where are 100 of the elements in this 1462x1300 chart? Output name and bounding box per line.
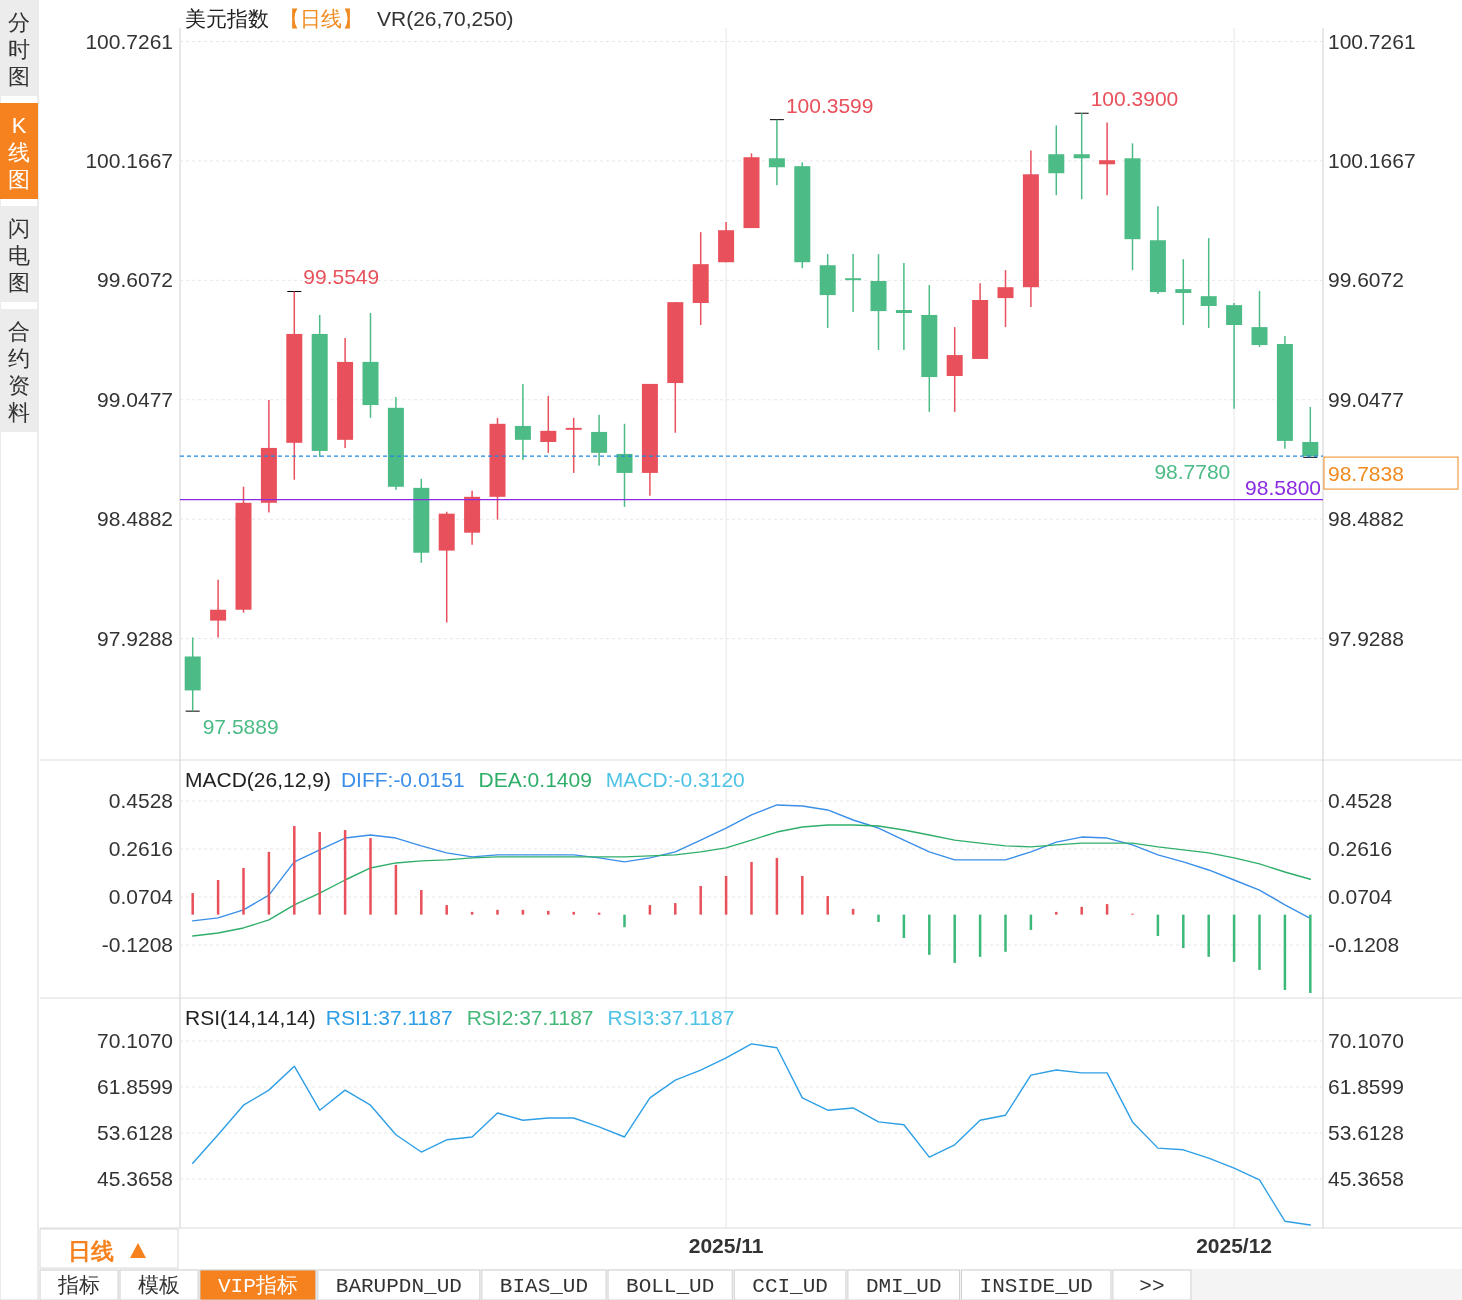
bar — [420, 890, 423, 915]
text: BIAS_UD — [499, 1275, 589, 1298]
bar — [293, 826, 296, 915]
x-tick-label: 2025/11 — [688, 1234, 764, 1257]
y-tick-label: 98.4882 — [97, 507, 173, 531]
line-series — [192, 1043, 1311, 1226]
line-series — [192, 804, 1311, 922]
candlestick — [591, 414, 608, 467]
candlestick — [1073, 112, 1090, 201]
annotation: RSI3:37.1187 — [607, 1006, 735, 1029]
chart-title: RSI(14,14,14) — [185, 1006, 316, 1029]
y2-tick-label: 100.7261 — [1328, 29, 1416, 53]
bar — [750, 861, 753, 915]
bar — [1258, 914, 1261, 970]
y2-tick-label: 45.3658 — [1328, 1167, 1404, 1190]
candlestick — [1048, 124, 1065, 196]
bar — [445, 905, 448, 915]
bar — [877, 914, 880, 922]
text: RSI1:37.1187 — [325, 1006, 453, 1029]
chart-title: 美元指数 — [185, 7, 269, 30]
chart-title: MACD(26,12,9) — [185, 768, 331, 791]
candlestick — [895, 262, 912, 351]
y2-tick-label: 100.1667 — [1328, 148, 1416, 172]
bar — [1004, 914, 1007, 952]
bar — [572, 911, 575, 915]
text: BARUPDN_UD — [335, 1275, 462, 1298]
annotation: 98.7780 — [1154, 460, 1231, 484]
text: >> — [1139, 1275, 1165, 1298]
y-tick-label: 61.8599 — [97, 1075, 173, 1099]
y2-tick-label: 97.9288 — [1328, 626, 1404, 650]
candlestick — [1175, 258, 1192, 326]
y2-tick-label: -0.1208 — [1328, 932, 1400, 956]
candlestick — [768, 118, 785, 186]
bar — [547, 910, 550, 915]
bar — [928, 914, 931, 955]
y-tick-label: 0.0704 — [108, 884, 174, 908]
y2-tick-label: 61.8599 — [1328, 1075, 1404, 1099]
y2-tick-label: 0.2616 — [1328, 836, 1393, 860]
y-tick-label: -0.1208 — [101, 932, 173, 956]
bar — [242, 867, 245, 915]
annotation: MACD:-0.3120 — [605, 768, 745, 791]
candlestick — [1200, 237, 1217, 329]
y-tick-label: 45.3658 — [97, 1167, 173, 1190]
y-tick-label: 99.0477 — [97, 387, 173, 411]
text: CCI_UD — [752, 1275, 828, 1298]
bar — [496, 909, 499, 915]
bar — [623, 914, 626, 928]
text: BOLL_UD — [626, 1275, 715, 1298]
candlestick — [1302, 406, 1319, 459]
candlestick — [997, 269, 1014, 328]
bar — [826, 896, 829, 915]
y2-tick-label: 0.4528 — [1328, 788, 1393, 812]
text: K线图 — [8, 113, 30, 192]
candlestick — [565, 417, 582, 474]
y-tick-label: 0.2616 — [108, 836, 173, 860]
candlestick — [514, 383, 531, 461]
y2-tick-label: 99.6072 — [1328, 268, 1404, 292]
ref-line-label: 98.7838 — [1328, 462, 1404, 486]
bar — [801, 875, 804, 915]
candlestick — [1226, 302, 1243, 410]
candlestick — [946, 326, 963, 413]
y-tick-label: 97.9288 — [97, 626, 173, 650]
candlestick — [1099, 121, 1116, 196]
bar — [1055, 911, 1058, 915]
candlestick — [1251, 290, 1268, 348]
annotation: 【日线】 — [279, 7, 363, 30]
x-tick-label: 2025/12 — [1196, 1234, 1273, 1257]
y2-tick-label: 53.6128 — [1328, 1121, 1404, 1144]
text: DMI_UD — [865, 1275, 942, 1298]
y2-tick-label: 0.0704 — [1328, 884, 1393, 908]
y-tick-label: 0.4528 — [108, 788, 173, 812]
y-tick-label: 100.1667 — [85, 148, 173, 172]
bar — [699, 886, 702, 915]
text: 合约资料 — [8, 319, 30, 425]
y-tick-label: 100.7261 — [85, 29, 173, 53]
bar — [674, 903, 677, 915]
candlestick — [616, 423, 633, 508]
text: 模板 — [138, 1274, 180, 1298]
bar — [1207, 914, 1210, 957]
text: DIFF:-0.0151 — [340, 768, 465, 791]
annotation: RSI2:37.1187 — [466, 1006, 594, 1029]
annotation: 100.3900 — [1090, 87, 1179, 111]
y-tick-label: 53.6128 — [97, 1121, 173, 1144]
candlestick — [210, 578, 227, 639]
ref-line-label: 98.5800 — [1245, 475, 1321, 499]
line-series — [192, 824, 1311, 937]
y2-tick-label: 98.4882 — [1328, 507, 1404, 531]
candlestick — [845, 253, 862, 313]
text: VIP指标 — [218, 1274, 298, 1298]
text: DEA:0.1409 — [478, 768, 592, 791]
annotation: VR(26,70,250) — [377, 7, 514, 30]
text: 指标 — [57, 1274, 100, 1298]
bar — [1309, 914, 1312, 993]
text: INSIDE_UD — [979, 1275, 1093, 1298]
annotation: 100.3599 — [785, 93, 874, 117]
text: 日线 — [68, 1238, 114, 1264]
text: 闪电图 — [8, 216, 30, 295]
annotation: 99.5549 — [303, 265, 380, 289]
text: 分时图 — [8, 10, 30, 89]
candlestick — [540, 395, 557, 454]
